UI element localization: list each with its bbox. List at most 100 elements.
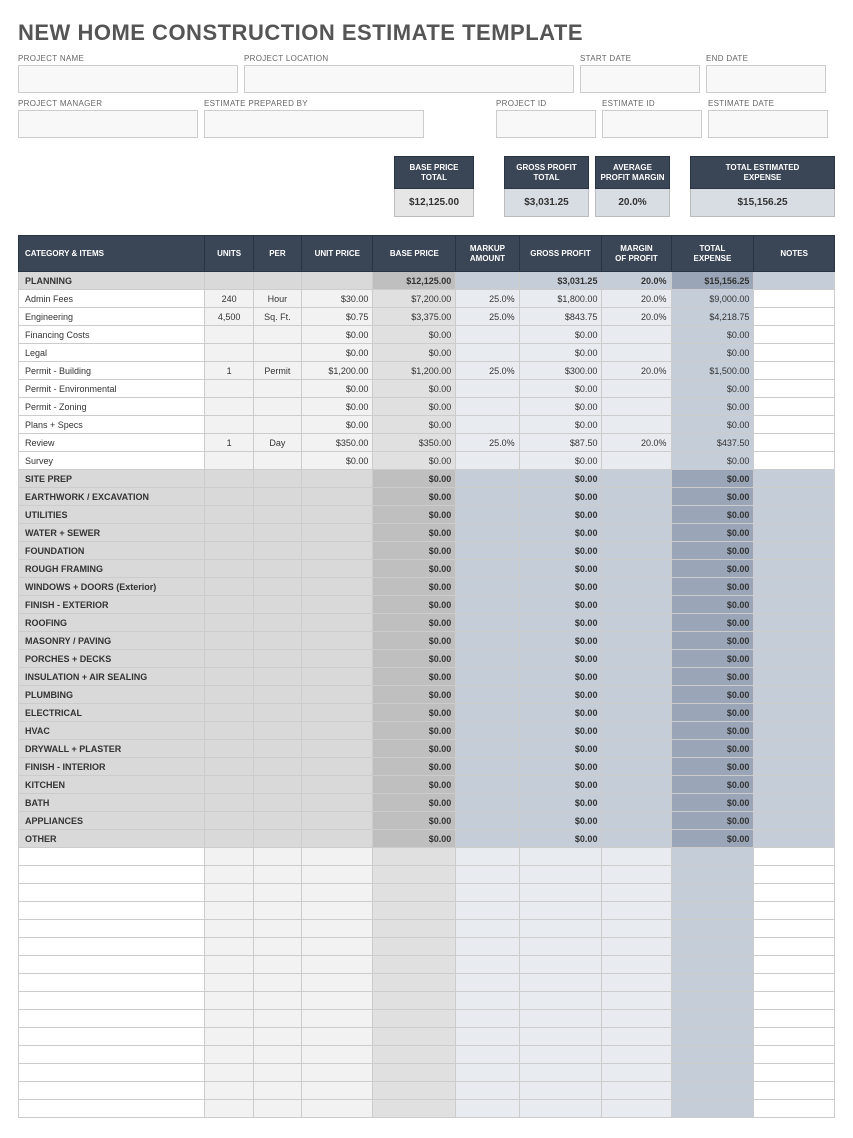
table-cell[interactable] — [302, 1064, 373, 1082]
table-cell[interactable] — [754, 488, 835, 506]
table-cell[interactable] — [671, 938, 754, 956]
table-cell[interactable]: $0.00 — [519, 668, 602, 686]
table-cell[interactable]: $437.50 — [671, 434, 754, 452]
table-cell[interactable] — [456, 812, 519, 830]
table-cell[interactable]: Engineering — [19, 308, 205, 326]
table-cell[interactable] — [205, 614, 253, 632]
table-cell[interactable] — [456, 758, 519, 776]
table-cell[interactable] — [754, 686, 835, 704]
table-cell[interactable] — [302, 866, 373, 884]
table-cell[interactable] — [205, 848, 253, 866]
table-cell[interactable]: KITCHEN — [19, 776, 205, 794]
table-cell[interactable]: $0.00 — [671, 668, 754, 686]
table-cell[interactable] — [456, 866, 519, 884]
table-cell[interactable] — [456, 380, 519, 398]
table-cell[interactable]: $0.00 — [519, 614, 602, 632]
table-cell[interactable]: $0.00 — [519, 560, 602, 578]
table-cell[interactable] — [253, 884, 301, 902]
table-cell[interactable] — [253, 380, 301, 398]
table-cell[interactable] — [671, 1010, 754, 1028]
info-input[interactable] — [244, 65, 574, 93]
table-cell[interactable] — [602, 686, 671, 704]
table-cell[interactable] — [253, 776, 301, 794]
table-cell[interactable] — [205, 794, 253, 812]
table-cell[interactable] — [754, 1028, 835, 1046]
table-cell[interactable]: $350.00 — [302, 434, 373, 452]
table-cell[interactable] — [253, 812, 301, 830]
table-cell[interactable]: $0.00 — [671, 524, 754, 542]
table-cell[interactable]: $0.00 — [373, 758, 456, 776]
table-cell[interactable] — [302, 974, 373, 992]
table-cell[interactable]: $0.00 — [671, 686, 754, 704]
table-cell[interactable]: 4,500 — [205, 308, 253, 326]
table-cell[interactable] — [754, 578, 835, 596]
table-cell[interactable]: $9,000.00 — [671, 290, 754, 308]
table-cell[interactable] — [602, 578, 671, 596]
table-cell[interactable] — [519, 1082, 602, 1100]
table-cell[interactable] — [754, 938, 835, 956]
table-cell[interactable] — [205, 560, 253, 578]
table-cell[interactable] — [302, 902, 373, 920]
table-cell[interactable] — [754, 956, 835, 974]
table-cell[interactable] — [602, 974, 671, 992]
table-cell[interactable] — [456, 830, 519, 848]
table-cell[interactable] — [754, 506, 835, 524]
table-cell[interactable] — [456, 974, 519, 992]
table-cell[interactable] — [253, 326, 301, 344]
table-cell[interactable] — [754, 776, 835, 794]
table-cell[interactable] — [373, 1064, 456, 1082]
table-cell[interactable] — [602, 614, 671, 632]
table-cell[interactable]: $0.00 — [519, 722, 602, 740]
table-cell[interactable]: $0.00 — [373, 488, 456, 506]
table-cell[interactable] — [754, 560, 835, 578]
table-cell[interactable] — [205, 992, 253, 1010]
table-cell[interactable] — [302, 1082, 373, 1100]
table-cell[interactable]: $0.00 — [671, 632, 754, 650]
table-cell[interactable] — [602, 1010, 671, 1028]
table-cell[interactable]: ROOFING — [19, 614, 205, 632]
table-cell[interactable]: OTHER — [19, 830, 205, 848]
table-cell[interactable] — [602, 1064, 671, 1082]
table-cell[interactable]: $0.00 — [519, 740, 602, 758]
table-cell[interactable]: $0.00 — [373, 632, 456, 650]
table-cell[interactable] — [456, 596, 519, 614]
table-cell[interactable] — [602, 1082, 671, 1100]
table-cell[interactable] — [205, 650, 253, 668]
table-cell[interactable] — [302, 992, 373, 1010]
table-cell[interactable] — [253, 722, 301, 740]
table-cell[interactable]: $0.00 — [373, 812, 456, 830]
table-cell[interactable]: $0.00 — [302, 344, 373, 362]
table-cell[interactable] — [302, 1028, 373, 1046]
table-cell[interactable]: Financing Costs — [19, 326, 205, 344]
table-cell[interactable] — [519, 1100, 602, 1118]
table-cell[interactable] — [253, 344, 301, 362]
table-cell[interactable] — [205, 272, 253, 290]
table-cell[interactable] — [253, 704, 301, 722]
table-cell[interactable]: $0.00 — [671, 380, 754, 398]
table-cell[interactable] — [205, 938, 253, 956]
table-cell[interactable] — [754, 614, 835, 632]
table-cell[interactable] — [754, 344, 835, 362]
table-cell[interactable] — [205, 668, 253, 686]
table-cell[interactable] — [205, 506, 253, 524]
table-cell[interactable] — [205, 812, 253, 830]
table-cell[interactable] — [456, 722, 519, 740]
table-cell[interactable] — [19, 1046, 205, 1064]
table-cell[interactable]: $0.00 — [373, 416, 456, 434]
table-cell[interactable] — [754, 290, 835, 308]
table-cell[interactable] — [302, 956, 373, 974]
table-cell[interactable] — [754, 326, 835, 344]
table-cell[interactable] — [456, 704, 519, 722]
table-cell[interactable] — [754, 668, 835, 686]
table-cell[interactable]: $0.00 — [373, 686, 456, 704]
table-cell[interactable]: $0.00 — [302, 380, 373, 398]
table-cell[interactable] — [205, 830, 253, 848]
table-cell[interactable] — [602, 416, 671, 434]
table-cell[interactable]: 25.0% — [456, 308, 519, 326]
table-cell[interactable] — [754, 362, 835, 380]
table-cell[interactable]: $3,031.25 — [519, 272, 602, 290]
table-cell[interactable]: $0.00 — [373, 506, 456, 524]
table-cell[interactable]: Survey — [19, 452, 205, 470]
table-cell[interactable]: $0.00 — [373, 794, 456, 812]
table-cell[interactable]: FINISH - EXTERIOR — [19, 596, 205, 614]
